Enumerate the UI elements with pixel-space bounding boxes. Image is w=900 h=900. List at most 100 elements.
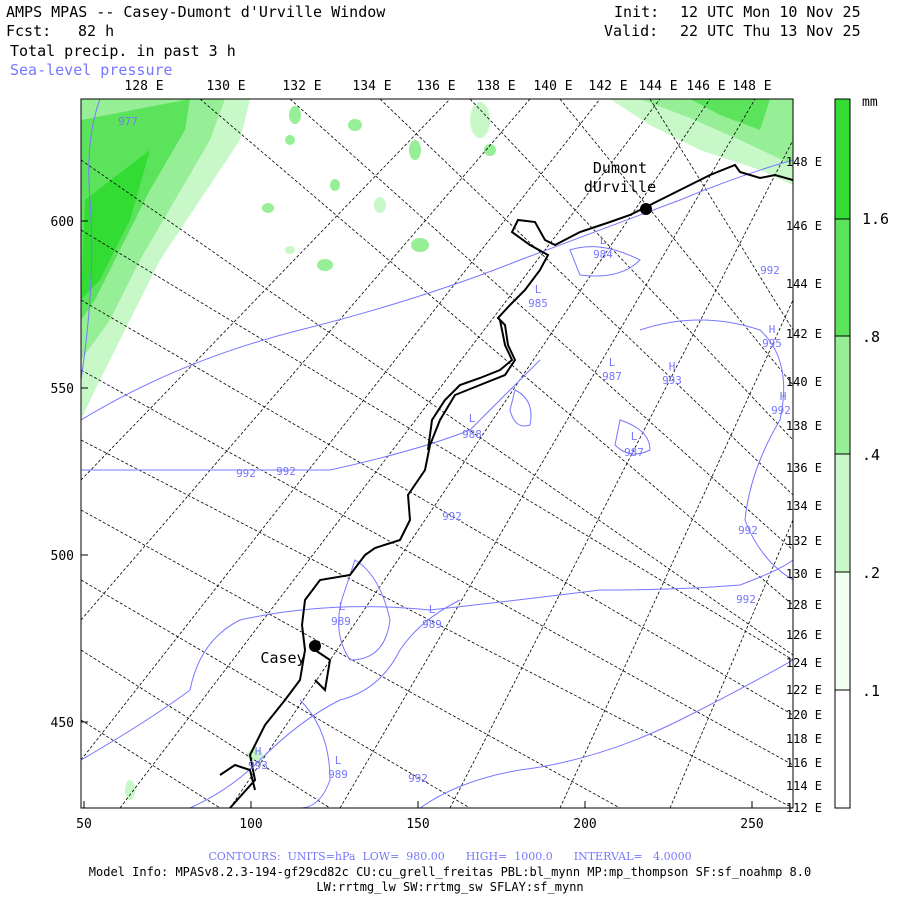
pressure-label: 977 bbox=[118, 115, 138, 128]
pressure-label: H bbox=[769, 323, 776, 336]
station-label: dUrville bbox=[584, 178, 656, 196]
right-lon-label: 132 E bbox=[786, 534, 822, 548]
pressure-label: 989 bbox=[422, 618, 442, 631]
pressure-label: L bbox=[535, 283, 542, 296]
right-lon-label: 142 E bbox=[786, 327, 822, 341]
station-dumont-durville[interactable] bbox=[640, 203, 652, 215]
pressure-label: L bbox=[335, 754, 342, 767]
init-label: Init: bbox=[614, 3, 660, 21]
map-area: Dumont dUrville Casey 977 L 984 992 L 98… bbox=[81, 99, 793, 808]
right-lon-label: 136 E bbox=[786, 461, 822, 475]
colorbar-label: .1 bbox=[862, 682, 880, 700]
colorbar-label: 1.6 bbox=[862, 210, 889, 228]
top-lon-label: 132 E bbox=[282, 79, 321, 94]
x-axis-label: 150 bbox=[406, 817, 429, 832]
right-lon-label: 118 E bbox=[786, 732, 822, 746]
top-lon-label: 130 E bbox=[206, 79, 245, 94]
pressure-contours bbox=[81, 99, 793, 808]
pressure-label: 992 bbox=[736, 593, 756, 606]
pressure-label: L bbox=[469, 412, 476, 425]
x-axis-label: 200 bbox=[573, 817, 596, 832]
x-axis-label: 50 bbox=[76, 817, 92, 832]
right-lon-label: 128 E bbox=[786, 598, 822, 612]
pressure-label: 984 bbox=[593, 248, 613, 261]
y-axis-label: 600 bbox=[51, 215, 74, 230]
top-lon-label: 142 E bbox=[588, 79, 627, 94]
top-lon-label: 136 E bbox=[416, 79, 455, 94]
pressure-label: 995 bbox=[762, 337, 782, 350]
right-lon-label: 112 E bbox=[786, 801, 822, 815]
top-lon-label: 144 E bbox=[638, 79, 677, 94]
x-axis-label: 100 bbox=[239, 817, 262, 832]
colorbar-label: .4 bbox=[862, 446, 880, 464]
init-time: 12 UTC Mon 10 Nov 25 bbox=[680, 3, 861, 21]
station-label: Dumont bbox=[593, 159, 647, 177]
right-lon-label: 130 E bbox=[786, 567, 822, 581]
y-axis-label: 500 bbox=[51, 549, 74, 564]
model-info-2: LW:rrtmg_lw SW:rrtmg_sw SFLAY:sf_mynn bbox=[316, 880, 584, 894]
coastline bbox=[219, 163, 793, 808]
right-lon-label: 140 E bbox=[786, 375, 822, 389]
right-lon-label: 144 E bbox=[786, 277, 822, 291]
model-info: Model Info: MPASv8.2.3-194-gf29cd82c CU:… bbox=[88, 865, 812, 879]
pressure-label: 992 bbox=[276, 465, 296, 478]
pressure-label: 992 bbox=[236, 467, 256, 480]
map-border bbox=[80, 98, 794, 809]
right-lon-label: 134 E bbox=[786, 499, 822, 513]
pressure-label: 985 bbox=[528, 297, 548, 310]
latlon-grid bbox=[81, 99, 793, 808]
pressure-label: 992 bbox=[771, 404, 791, 417]
station-label: Casey bbox=[260, 649, 305, 667]
colorbar-label: .8 bbox=[862, 328, 880, 346]
pressure-label: 989 bbox=[331, 615, 351, 628]
top-lon-label: 140 E bbox=[533, 79, 572, 94]
contour-info: CONTOURS: UNITS=hPa LOW= 980.00 HIGH= 10… bbox=[208, 850, 692, 863]
right-lon-label: 148 E bbox=[786, 155, 822, 169]
pressure-label: H bbox=[780, 390, 787, 403]
pressure-label: H bbox=[669, 360, 676, 373]
pressure-label: 987 bbox=[602, 370, 622, 383]
pressure-label: 993 bbox=[662, 374, 682, 387]
pressure-label: L bbox=[631, 430, 638, 443]
station-casey[interactable] bbox=[309, 640, 321, 652]
pressure-label: 989 bbox=[328, 768, 348, 781]
right-lon-label: 114 E bbox=[786, 779, 822, 793]
pressure-label: 993 bbox=[248, 759, 268, 772]
top-lon-label: 134 E bbox=[352, 79, 391, 94]
pressure-label: 987 bbox=[624, 446, 644, 459]
right-lon-label: 122 E bbox=[786, 683, 822, 697]
pressure-label: 992 bbox=[760, 264, 780, 277]
top-lon-label: 138 E bbox=[476, 79, 515, 94]
pressure-label: L bbox=[429, 603, 436, 616]
top-lon-label: 146 E bbox=[686, 79, 725, 94]
right-lon-label: 124 E bbox=[786, 656, 822, 670]
right-lon-label: 116 E bbox=[786, 756, 822, 770]
top-lon-label: 148 E bbox=[732, 79, 771, 94]
forecast-label: Fcst: bbox=[6, 22, 52, 40]
x-axis-label: 250 bbox=[740, 817, 763, 832]
top-lon-label: 128 E bbox=[124, 79, 163, 94]
colorbar bbox=[834, 98, 851, 809]
pressure-label: H bbox=[255, 745, 262, 758]
map-title: AMPS MPAS -- Casey-Dumont d'Urville Wind… bbox=[6, 3, 386, 21]
pressure-label: 988 bbox=[462, 428, 482, 441]
valid-label: Valid: bbox=[604, 22, 659, 40]
colorbar-label: .2 bbox=[862, 564, 880, 582]
overlay-name: Sea-level pressure bbox=[10, 61, 173, 79]
right-lon-label: 146 E bbox=[786, 219, 822, 233]
y-axis-label: 550 bbox=[51, 382, 74, 397]
forecast-value: 82 h bbox=[78, 22, 115, 40]
precip-shading bbox=[81, 99, 793, 800]
colorbar-unit: mm bbox=[862, 95, 878, 110]
pressure-label: 992 bbox=[408, 772, 428, 785]
pressure-label: 992 bbox=[442, 510, 462, 523]
valid-time: 22 UTC Thu 13 Nov 25 bbox=[680, 22, 861, 40]
y-axis-label: 450 bbox=[51, 716, 74, 731]
pressure-label: L bbox=[339, 600, 346, 613]
pressure-label: L bbox=[600, 234, 607, 247]
pressure-label: L bbox=[609, 356, 616, 369]
right-lon-label: 120 E bbox=[786, 708, 822, 722]
right-lon-label: 126 E bbox=[786, 628, 822, 642]
pressure-label: 992 bbox=[738, 524, 758, 537]
